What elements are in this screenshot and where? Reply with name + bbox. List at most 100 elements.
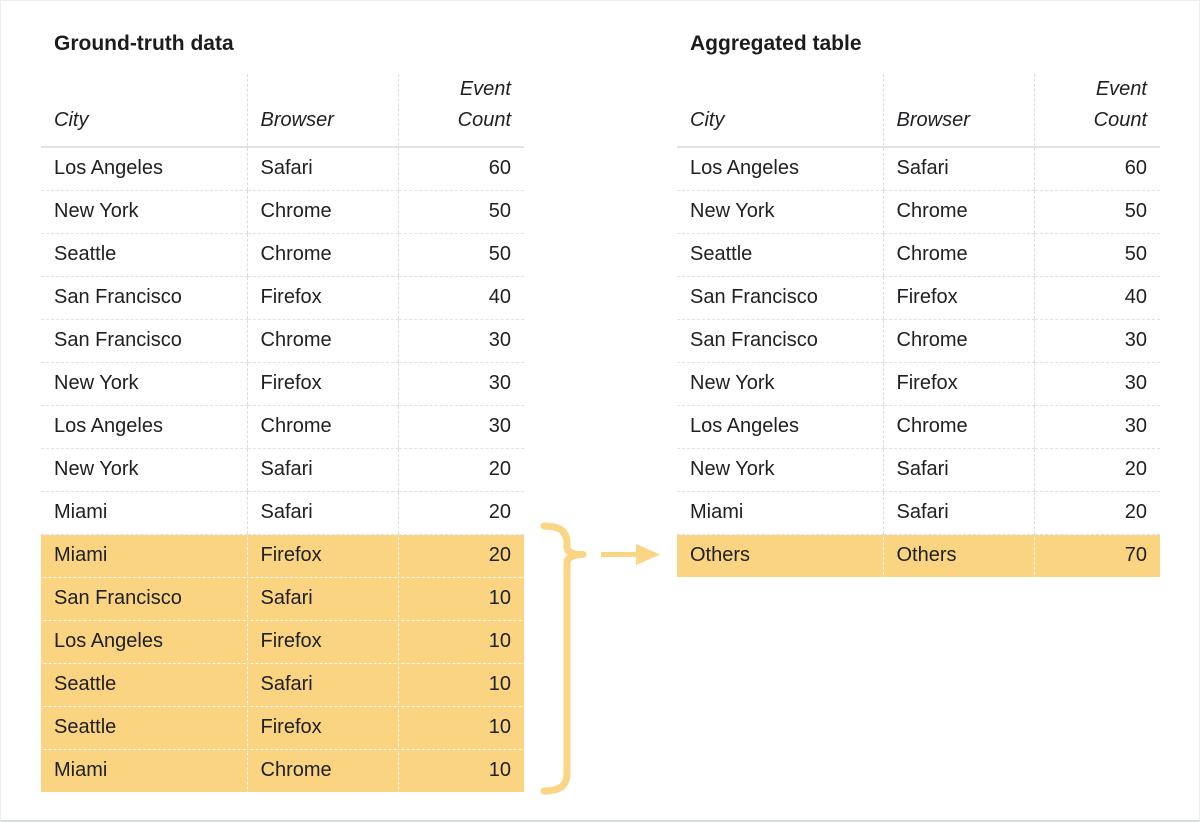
cell-browser: Chrome [246,233,398,277]
cell-browser: Chrome [246,319,398,363]
cell-browser: Safari [246,448,398,492]
table-row: Seattle Chrome 50 [677,233,1160,277]
cell-city: New York [41,448,247,492]
table-row: Seattle Chrome 50 [41,233,524,277]
ground-truth-table-section: Ground-truth data City Browser Event Cou… [41,31,524,792]
table-row: San Francisco Safari 10 [41,577,524,621]
table-row: San Francisco Firefox 40 [41,276,524,320]
cell-city: New York [677,362,883,406]
table-row: Los Angeles Chrome 30 [677,405,1160,449]
cell-browser: Firefox [882,276,1034,320]
table-row: Los Angeles Safari 60 [677,147,1160,191]
column-header-city: City [677,74,883,148]
cell-browser: Safari [882,147,1034,191]
cell-city: New York [677,190,883,234]
cell-count: 70 [1033,534,1160,577]
cell-count: 20 [397,491,524,535]
cell-city: San Francisco [41,276,247,320]
cell-city: Miami [41,749,247,792]
table-row: Others Others 70 [677,534,1160,577]
cell-browser: Safari [882,448,1034,492]
cell-browser: Firefox [246,706,398,750]
cell-count: 60 [397,147,524,191]
column-header-city: City [41,74,247,148]
cell-count: 30 [1033,362,1160,406]
cell-count: 10 [397,749,524,792]
cell-count: 30 [1033,405,1160,449]
aggregated-table-title: Aggregated table [690,32,862,55]
cell-count: 20 [1033,448,1160,492]
table-row: New York Safari 20 [677,448,1160,492]
cell-city: Seattle [677,233,883,277]
cell-city: Miami [677,491,883,535]
table-row: Los Angeles Chrome 30 [41,405,524,449]
cell-count: 20 [397,448,524,492]
cell-count: 30 [397,362,524,406]
column-header-event-count: Event Count [397,74,524,148]
ground-truth-table: City Browser Event Count Los Angeles Safa… [41,74,524,792]
aggregated-table-section: Aggregated table City Browser Event Coun… [677,31,1160,577]
table-row: San Francisco Chrome 30 [677,319,1160,363]
cell-browser: Firefox [882,362,1034,406]
header-row: City Browser Event Count [41,74,524,148]
cell-city: Los Angeles [41,620,247,664]
cell-count: 60 [1033,147,1160,191]
cell-browser: Chrome [882,319,1034,363]
cell-city: Los Angeles [677,147,883,191]
cell-count: 50 [397,190,524,234]
table-row: New York Safari 20 [41,448,524,492]
table-row: Miami Chrome 10 [41,749,524,792]
cell-city: Los Angeles [41,147,247,191]
cell-browser: Chrome [246,190,398,234]
cell-count: 40 [397,276,524,320]
cell-city: San Francisco [677,319,883,363]
column-header-event-count: Event Count [1033,74,1160,148]
cell-browser: Safari [246,147,398,191]
cell-city: New York [41,190,247,234]
table-row: Los Angeles Safari 60 [41,147,524,191]
cell-city: Los Angeles [677,405,883,449]
cell-city: New York [41,362,247,406]
cell-city: Seattle [41,233,247,277]
cell-browser: Firefox [246,534,398,578]
cell-browser: Others [882,534,1034,577]
cell-browser: Firefox [246,620,398,664]
cell-city: Others [677,534,883,577]
cell-count: 20 [397,534,524,578]
table-row: Miami Safari 20 [677,491,1160,535]
cell-city: San Francisco [41,319,247,363]
cell-count: 30 [397,319,524,363]
cell-browser: Chrome [882,233,1034,277]
cell-browser: Chrome [882,405,1034,449]
column-header-browser: Browser [246,74,398,148]
cell-count: 50 [1033,233,1160,277]
cell-browser: Chrome [246,405,398,449]
cell-browser: Chrome [882,190,1034,234]
cell-browser: Chrome [246,749,398,792]
cell-browser: Safari [882,491,1034,535]
cell-city: Seattle [41,706,247,750]
cell-count: 20 [1033,491,1160,535]
cell-count: 30 [397,405,524,449]
table-row: Miami Safari 20 [41,491,524,535]
table-row: Miami Firefox 20 [41,534,524,578]
table-row: New York Firefox 30 [677,362,1160,406]
column-header-browser: Browser [882,74,1034,148]
cell-city: San Francisco [677,276,883,320]
aggregated-table: City Browser Event Count Los Angeles Safa… [677,74,1160,577]
cell-count: 50 [397,233,524,277]
right-arrow-head-icon [636,544,660,565]
cell-city: Miami [41,491,247,535]
table-row: New York Chrome 50 [677,190,1160,234]
cell-browser: Firefox [246,362,398,406]
ground-truth-table-title: Ground-truth data [54,32,234,55]
cell-count: 10 [397,706,524,750]
header-row: City Browser Event Count [677,74,1160,148]
cell-count: 30 [1033,319,1160,363]
cell-city: Seattle [41,663,247,707]
cell-city: Los Angeles [41,405,247,449]
cell-city: Miami [41,534,247,578]
table-row: San Francisco Firefox 40 [677,276,1160,320]
table-row: San Francisco Chrome 30 [41,319,524,363]
